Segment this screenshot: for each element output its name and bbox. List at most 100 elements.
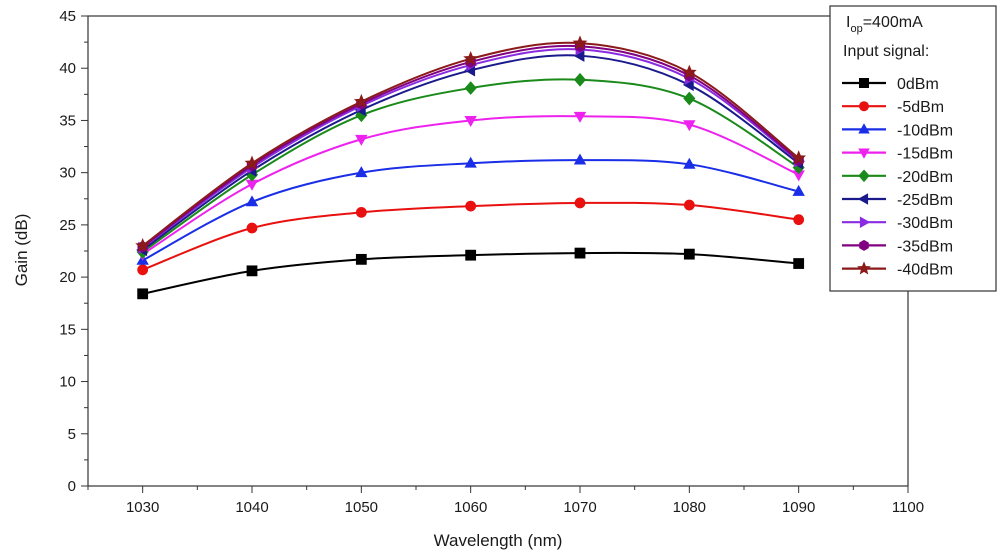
legend-swatch-marker xyxy=(858,123,870,134)
y-tick-label: 20 xyxy=(59,269,76,286)
legend-label: 0dBm xyxy=(897,76,939,93)
x-axis: 1030 1040 1050 1060 1070 1080 1090 1100 xyxy=(87,486,924,516)
y-tick-label: 45 xyxy=(59,8,76,25)
data-point xyxy=(464,156,477,168)
legend-label: -20dBm xyxy=(897,169,953,186)
series--30dBm xyxy=(138,43,806,255)
legend-entry: -10dBm xyxy=(842,122,953,139)
data-point xyxy=(137,288,149,300)
data-point xyxy=(353,93,369,108)
legend-label: -25dBm xyxy=(897,192,953,209)
legend-swatch-marker xyxy=(859,216,871,228)
data-point xyxy=(135,237,151,253)
legend-entry: -25dBm xyxy=(842,192,953,209)
x-tick-label: 1060 xyxy=(454,499,487,516)
legend-label: -5dBm xyxy=(897,99,944,116)
y-tick-label: 10 xyxy=(59,374,76,391)
data-point xyxy=(683,157,696,169)
data-point xyxy=(465,200,477,212)
x-tick-label: 1030 xyxy=(126,499,159,516)
y-axis: 0 5 10 15 20 25 30 35 40 45 xyxy=(59,8,88,495)
legend-entry: -15dBm xyxy=(842,146,953,163)
data-point xyxy=(573,72,587,87)
data-point xyxy=(572,35,588,50)
x-tick-label: 1090 xyxy=(782,499,815,516)
data-point xyxy=(464,116,477,128)
legend-label: -40dBm xyxy=(897,262,953,279)
y-tick-label: 25 xyxy=(59,217,76,234)
legend-entries: 0dBm -5dBm -10dBm -15dBm -20dBm -25dBm -30dBm -… xyxy=(842,76,953,279)
series--15dBm xyxy=(136,111,805,261)
legend-entry: 0dBm xyxy=(842,76,939,93)
data-point xyxy=(793,258,805,269)
data-point xyxy=(681,64,697,79)
legend-entry: -35dBm xyxy=(842,238,953,255)
y-axis-title: Gain (dB) xyxy=(12,214,31,287)
legend-label: -10dBm xyxy=(897,122,953,139)
legend-swatch-marker xyxy=(859,239,869,251)
legend-swatch-marker xyxy=(859,78,870,89)
y-tick-label: 0 xyxy=(68,478,76,495)
legend-heading: Input signal: xyxy=(843,43,929,60)
series-layer xyxy=(135,35,807,300)
legend-title-sub: op xyxy=(850,23,862,35)
data-point xyxy=(574,197,586,209)
series--5dBm xyxy=(137,197,805,276)
data-point xyxy=(573,153,587,165)
x-tick-label: 1070 xyxy=(563,499,596,516)
data-point xyxy=(355,134,368,146)
data-point xyxy=(683,91,696,106)
data-point xyxy=(792,184,805,196)
legend-swatch-marker xyxy=(857,261,871,275)
y-tick-label: 40 xyxy=(59,60,76,77)
legend-entry: -40dBm xyxy=(842,261,953,279)
y-tick-label: 15 xyxy=(59,321,76,338)
legend-title-rest: =400mA xyxy=(863,14,923,31)
y-tick-label: 30 xyxy=(59,165,76,182)
data-point xyxy=(683,199,695,211)
data-point xyxy=(574,247,586,259)
series-line xyxy=(142,115,800,255)
legend-entry: -20dBm xyxy=(842,169,953,186)
x-tick-label: 1080 xyxy=(673,499,706,516)
plot-frame xyxy=(87,15,909,487)
data-point xyxy=(246,222,258,234)
legend-swatch-marker xyxy=(857,193,869,205)
data-point xyxy=(244,155,260,170)
legend-swatch-marker xyxy=(859,101,870,112)
legend-swatch-marker xyxy=(858,169,870,183)
legend-label: -30dBm xyxy=(897,215,953,232)
legend-entry: -5dBm xyxy=(842,99,944,116)
data-point xyxy=(465,249,477,261)
data-point xyxy=(355,166,368,178)
series-0dBm xyxy=(137,247,805,300)
x-tick-label: 1100 xyxy=(892,499,924,516)
data-point xyxy=(573,111,587,123)
data-point xyxy=(355,253,367,265)
plot-area-border xyxy=(87,15,909,487)
legend-entry: -30dBm xyxy=(842,215,953,232)
legend-box xyxy=(829,5,997,292)
y-tick-label: 5 xyxy=(68,426,76,443)
data-point xyxy=(683,120,696,132)
data-point xyxy=(683,248,695,260)
x-tick-label: 1040 xyxy=(235,499,268,516)
x-axis-title: Wavelength (nm) xyxy=(434,531,563,550)
data-point xyxy=(245,195,259,207)
data-point xyxy=(246,265,258,277)
data-point xyxy=(464,81,477,95)
series-line xyxy=(142,44,800,248)
legend-label: -35dBm xyxy=(897,238,953,255)
data-point xyxy=(791,150,807,165)
legend: Iop=400mA Input signal: 0dBm -5dBm -10dBm -… xyxy=(829,5,997,292)
series--10dBm xyxy=(136,153,805,265)
data-point xyxy=(463,51,479,66)
legend-title-main: I xyxy=(846,14,850,31)
legend-swatch-marker xyxy=(858,148,870,159)
data-point xyxy=(793,214,805,226)
x-tick-label: 1050 xyxy=(345,499,378,516)
data-point xyxy=(245,179,259,191)
series--40dBm xyxy=(135,35,807,253)
y-tick-label: 35 xyxy=(59,112,76,129)
